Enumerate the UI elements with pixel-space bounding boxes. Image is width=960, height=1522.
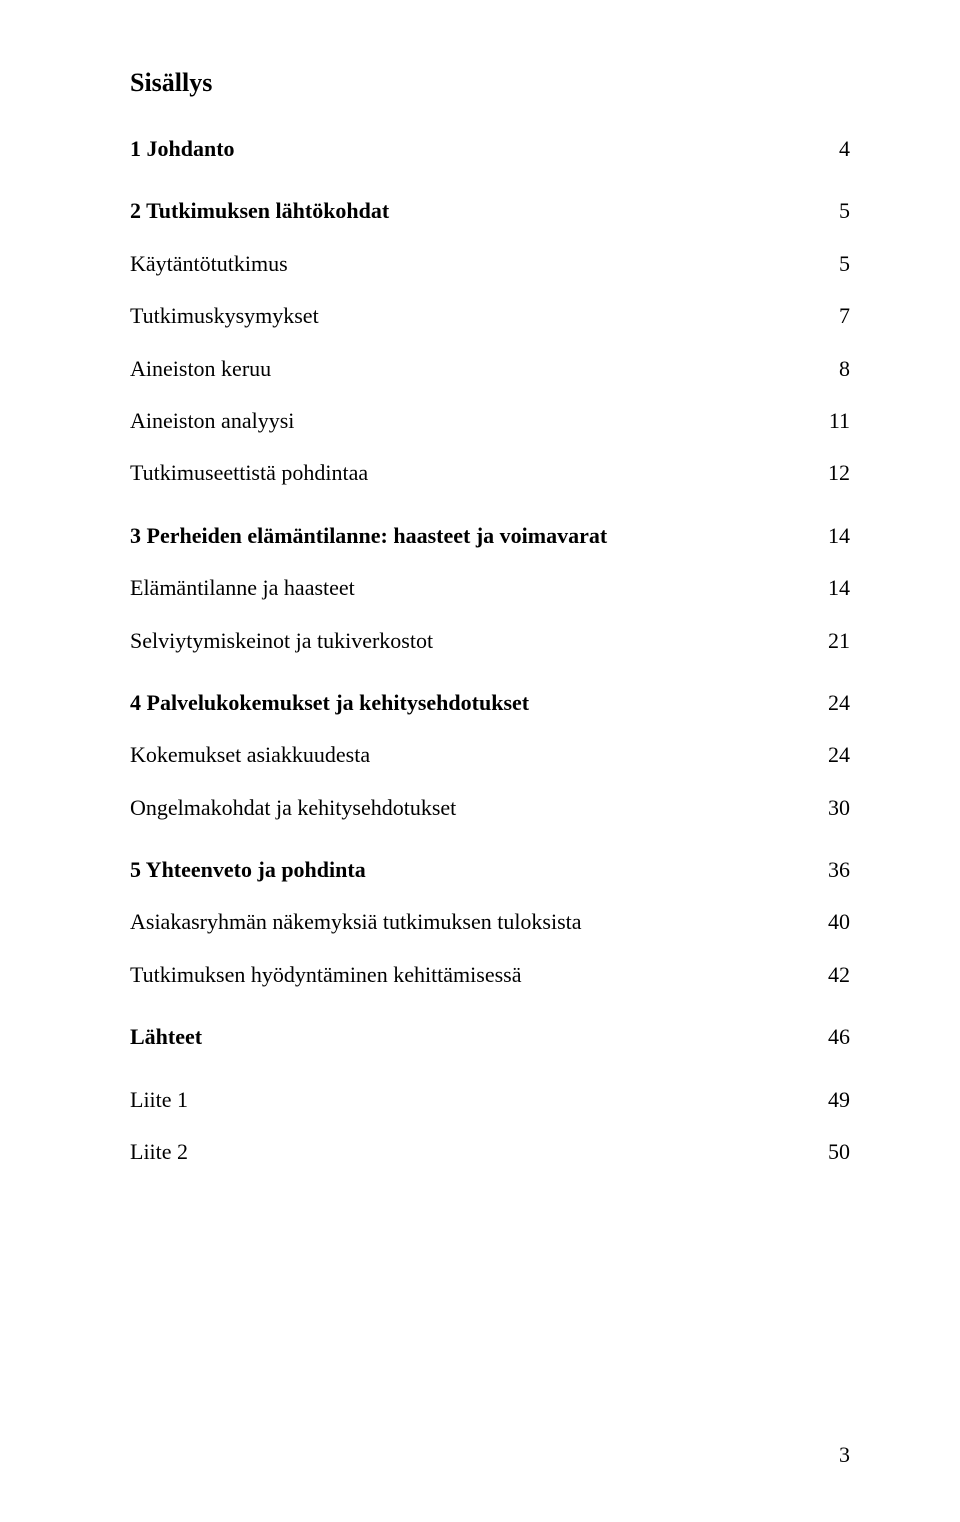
toc-page-number: 14	[828, 523, 850, 549]
toc-row: Lähteet 46	[130, 1024, 850, 1050]
toc-body: 1 Johdanto42 Tutkimuksen lähtökohdat5Käy…	[130, 136, 850, 1165]
toc-label: Lähteet	[130, 1024, 202, 1050]
toc-row: Elämäntilanne ja haasteet 14	[130, 575, 850, 601]
toc-title: Sisällys	[130, 68, 850, 98]
toc-label: Selviytymiskeinot ja tukiverkostot	[130, 628, 433, 654]
toc-row: Ongelmakohdat ja kehitysehdotukset 30	[130, 795, 850, 821]
toc-label: Aineiston analyysi	[130, 408, 294, 434]
toc-page-number: 8	[839, 356, 850, 382]
toc-row: Aineiston analyysi 11	[130, 408, 850, 434]
toc-page-number: 24	[828, 742, 850, 768]
toc-label: Liite 1	[130, 1087, 188, 1113]
toc-row: Liite 2 50	[130, 1139, 850, 1165]
page-number: 3	[839, 1442, 850, 1468]
toc-label: Tutkimuksen hyödyntäminen kehittämisessä	[130, 962, 522, 988]
toc-label: 4 Palvelukokemukset ja kehitysehdotukset	[130, 690, 529, 716]
toc-row: 3 Perheiden elämäntilanne: haasteet ja v…	[130, 523, 850, 549]
toc-page-number: 12	[828, 460, 850, 486]
toc-page-number: 42	[828, 962, 850, 988]
toc-label: Liite 2	[130, 1139, 188, 1165]
toc-row: Tutkimuskysymykset 7	[130, 303, 850, 329]
toc-label: 1 Johdanto	[130, 136, 235, 162]
toc-page-number: 21	[828, 628, 850, 654]
toc-row: 5 Yhteenveto ja pohdinta 36	[130, 857, 850, 883]
toc-label: Ongelmakohdat ja kehitysehdotukset	[130, 795, 456, 821]
toc-row: Käytäntötutkimus 5	[130, 251, 850, 277]
toc-page-number: 7	[839, 303, 850, 329]
toc-label: Kokemukset asiakkuudesta	[130, 742, 370, 768]
toc-label: Asiakasryhmän näkemyksiä tutkimuksen tul…	[130, 909, 582, 935]
toc-page-number: 50	[828, 1139, 850, 1165]
toc-row: 4 Palvelukokemukset ja kehitysehdotukset…	[130, 690, 850, 716]
toc-page-number: 46	[828, 1024, 850, 1050]
toc-page-number: 49	[828, 1087, 850, 1113]
toc-row: Kokemukset asiakkuudesta 24	[130, 742, 850, 768]
toc-page-number: 30	[828, 795, 850, 821]
toc-row: Asiakasryhmän näkemyksiä tutkimuksen tul…	[130, 909, 850, 935]
toc-row: 2 Tutkimuksen lähtökohdat 5	[130, 198, 850, 224]
toc-page-number: 24	[828, 690, 850, 716]
toc-page-number: 36	[828, 857, 850, 883]
toc-page-number: 11	[829, 408, 850, 434]
toc-label: Aineiston keruu	[130, 356, 271, 382]
toc-label: Tutkimuseettistä pohdintaa	[130, 460, 368, 486]
toc-label: 5 Yhteenveto ja pohdinta	[130, 857, 366, 883]
toc-row: Tutkimuseettistä pohdintaa 12	[130, 460, 850, 486]
page: Sisällys 1 Johdanto 4 2 Tutkimuksen lähtök…	[0, 0, 960, 1522]
toc-label: Käytäntötutkimus	[130, 251, 288, 277]
toc-page-number: 40	[828, 909, 850, 935]
toc-row: Selviytymiskeinot ja tukiverkostot 21	[130, 628, 850, 654]
toc-label: 3 Perheiden elämäntilanne: haasteet ja v…	[130, 523, 607, 549]
toc-page-number: 5	[839, 198, 850, 224]
toc-label: Tutkimuskysymykset	[130, 303, 319, 329]
toc-label: Elämäntilanne ja haasteet	[130, 575, 355, 601]
toc-row: 1 Johdanto 4	[130, 136, 850, 162]
toc-page-number: 14	[828, 575, 850, 601]
toc-page-number: 4	[839, 136, 850, 162]
toc-row: Aineiston keruu 8	[130, 356, 850, 382]
toc-page-number: 5	[839, 251, 850, 277]
toc-label: 2 Tutkimuksen lähtökohdat	[130, 198, 389, 224]
toc-row: Liite 1 49	[130, 1087, 850, 1113]
toc-row: Tutkimuksen hyödyntäminen kehittämisessä…	[130, 962, 850, 988]
